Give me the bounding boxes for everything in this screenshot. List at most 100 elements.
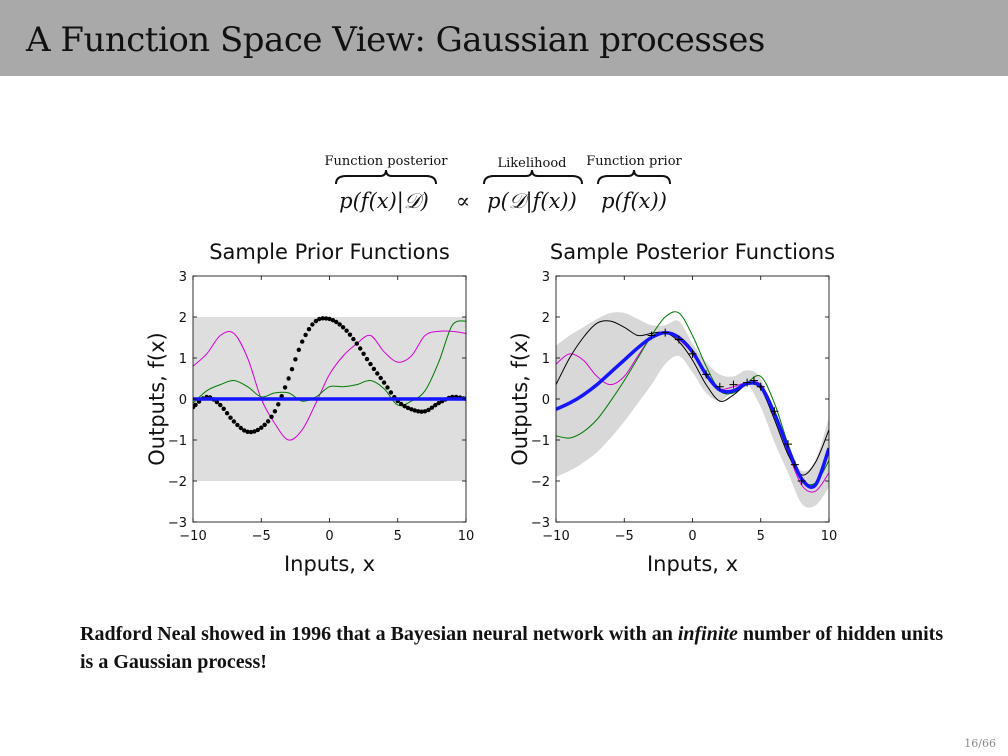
x-tick-label: 10 <box>458 529 475 544</box>
observation-marker <box>715 382 724 391</box>
caption: Radford Neal showed in 1996 that a Bayes… <box>80 620 960 676</box>
series-dot <box>334 319 339 325</box>
observation-marker <box>743 378 752 387</box>
series-dot <box>259 425 264 430</box>
chart-title: Sample Posterior Functions <box>550 240 835 264</box>
eq-likelihood: p(𝒟|f(x)) <box>487 189 577 214</box>
series-dot <box>381 380 387 385</box>
series-dot <box>330 318 336 323</box>
series-dot <box>378 375 383 381</box>
series-dot <box>344 328 349 333</box>
series-dot <box>293 357 298 362</box>
y-tick-label: −2 <box>531 475 550 490</box>
x-tick-label: 0 <box>688 529 696 544</box>
y-tick-label: 2 <box>179 311 187 326</box>
y-tick-label: 1 <box>179 352 187 367</box>
series-dot <box>351 336 356 342</box>
equation: Function posterior Likelihood Function p… <box>325 154 683 214</box>
series-dot <box>300 339 305 344</box>
series-dot <box>252 429 257 434</box>
series-dot <box>218 402 223 408</box>
observation-marker <box>729 380 738 389</box>
y-tick-label: −3 <box>531 516 550 531</box>
x-tick-label: 0 <box>325 529 333 544</box>
y-tick-label: 0 <box>542 393 550 408</box>
series-dot <box>361 351 366 356</box>
observation-marker <box>688 349 697 358</box>
label-likelihood: Likelihood <box>497 156 566 171</box>
y-axis-label: Outputs, f(x) <box>145 332 169 465</box>
series-line-2 <box>556 320 829 476</box>
slide-title: A Function Space View: Gaussian processe… <box>26 20 765 60</box>
label-function-posterior: Function posterior <box>325 154 449 169</box>
series-dot <box>422 409 428 414</box>
series-dot <box>313 318 319 324</box>
series-dot <box>221 406 226 411</box>
overbrace-prior <box>597 169 671 185</box>
series-dot <box>375 371 380 376</box>
series-dot <box>358 346 363 351</box>
series-dot <box>306 327 312 332</box>
series-dot <box>405 405 411 411</box>
x-tick-label: −10 <box>542 529 569 544</box>
series-dot <box>340 325 346 330</box>
x-tick-label: −5 <box>615 529 634 544</box>
confidence-band <box>556 312 829 508</box>
x-tick-label: −10 <box>179 529 206 544</box>
series-dot <box>303 332 308 338</box>
caption-emphasis: infinite <box>677 623 738 645</box>
series-dot <box>429 405 435 410</box>
series-dot <box>235 422 240 428</box>
eq-propto: ∝ <box>456 189 470 213</box>
x-tick-label: 5 <box>757 529 765 544</box>
observation-marker <box>661 328 670 337</box>
series-dot <box>231 419 237 424</box>
series-dot <box>320 316 325 321</box>
series-dot <box>433 403 438 408</box>
series-dot <box>416 409 421 414</box>
observation-marker <box>702 370 711 379</box>
series-line-1 <box>193 320 466 407</box>
series-dot <box>276 402 281 407</box>
series-dot <box>409 407 414 412</box>
series-line-1 <box>556 311 829 486</box>
series-dot <box>242 428 247 433</box>
series-dot <box>368 361 373 367</box>
observation-marker <box>674 335 683 344</box>
series-line-0 <box>193 330 466 441</box>
x-tick-label: −5 <box>252 529 271 544</box>
y-tick-label: 1 <box>542 352 550 367</box>
x-axis-label: Inputs, x <box>647 552 738 576</box>
caption-part1: Radford Neal showed in 1996 that a Bayes… <box>80 623 678 645</box>
observation-marker <box>770 407 779 416</box>
series-dot <box>248 429 254 435</box>
series-dot <box>272 409 278 414</box>
series-dot <box>269 414 274 419</box>
observation-marker <box>784 440 793 449</box>
series-dot <box>265 419 271 424</box>
y-tick-label: −1 <box>531 434 550 449</box>
eq-posterior: p(f(x)|𝒟) <box>339 189 429 214</box>
series-dot <box>224 411 230 416</box>
chart-title: Sample Prior Functions <box>209 240 450 264</box>
y-tick-label: 3 <box>179 270 187 285</box>
series-dot <box>399 401 404 407</box>
x-tick-label: 10 <box>821 529 838 544</box>
series-dot <box>323 316 329 321</box>
series-dot <box>214 399 220 405</box>
series-dot <box>364 356 370 362</box>
series-dot <box>419 409 424 414</box>
series-dot <box>354 341 359 346</box>
observation-marker <box>756 382 765 391</box>
series-dot <box>296 347 301 352</box>
observation-marker <box>749 376 758 385</box>
y-tick-label: −1 <box>168 434 187 449</box>
title-bar: A Function Space View: Gaussian processe… <box>0 0 1008 76</box>
series-dot <box>412 408 417 413</box>
caption-part2: number of hidden units is a Gaussian pro… <box>80 623 944 673</box>
y-tick-label: 2 <box>542 311 550 326</box>
page-number: 16/66 <box>964 737 996 750</box>
